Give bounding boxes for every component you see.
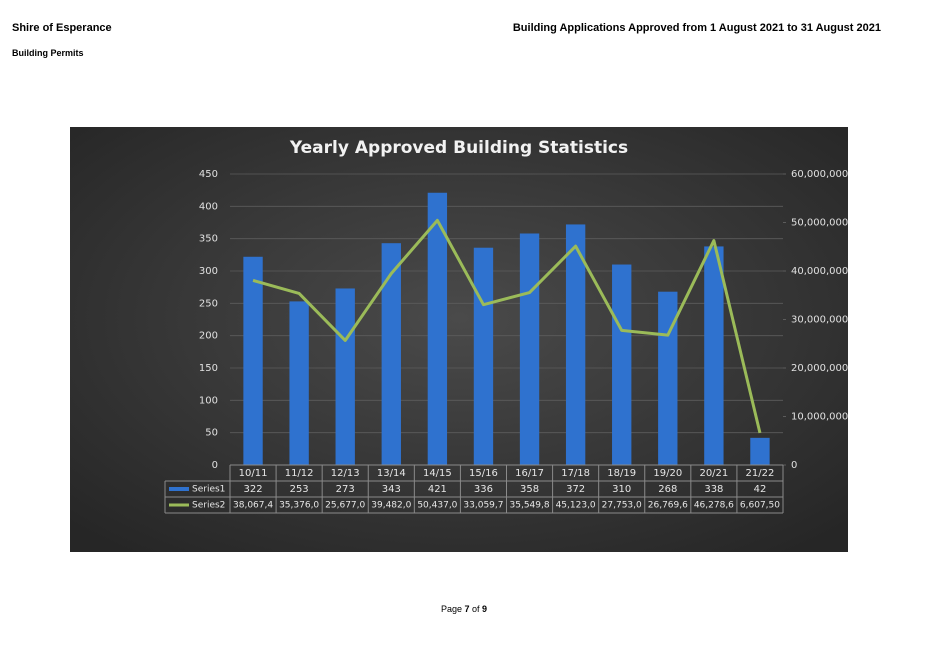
table-value: 27,753,0 bbox=[602, 501, 642, 511]
y2-tick-label: 10,000,000 bbox=[791, 412, 848, 423]
table-value: 42 bbox=[754, 484, 767, 495]
y-tick-label: 300 bbox=[199, 266, 218, 277]
table-value: 46,278,6 bbox=[694, 501, 734, 511]
table-value: 358 bbox=[520, 484, 539, 495]
table-value: 322 bbox=[243, 484, 262, 495]
table-value: 343 bbox=[382, 484, 401, 495]
x-tick-label: 15/16 bbox=[469, 468, 498, 479]
section-title: Building Permits bbox=[12, 48, 84, 58]
y-tick-label: 250 bbox=[199, 298, 218, 309]
x-tick-label: 10/11 bbox=[239, 468, 268, 479]
x-tick-label: 14/15 bbox=[423, 468, 452, 479]
bar bbox=[704, 246, 724, 465]
y2-tick-label: 40,000,000 bbox=[791, 266, 848, 277]
table-value: 372 bbox=[566, 484, 585, 495]
x-tick-label: 13/14 bbox=[377, 468, 406, 479]
y-tick-label: 450 bbox=[199, 169, 218, 180]
y-tick-label: 100 bbox=[199, 395, 218, 406]
bar bbox=[289, 301, 309, 465]
legend-symbol bbox=[169, 487, 189, 491]
chart-title: Yearly Approved Building Statistics bbox=[289, 138, 628, 158]
bar bbox=[565, 224, 586, 465]
y2-tick-label: 50,000,000 bbox=[791, 218, 848, 229]
bar bbox=[612, 264, 632, 465]
table-value: 26,769,6 bbox=[648, 501, 688, 511]
table-value: 6,607,50 bbox=[740, 501, 780, 511]
table-value: 45,123,0 bbox=[556, 501, 596, 511]
table-value: 33,059,7 bbox=[463, 501, 503, 511]
x-tick-label: 20/21 bbox=[699, 468, 728, 479]
table-value: 35,549,8 bbox=[510, 501, 550, 511]
footer-current: 7 bbox=[464, 604, 470, 614]
footer-word: Page bbox=[440, 604, 462, 614]
table-value: 50,437,0 bbox=[417, 501, 457, 511]
x-tick-label: 18/19 bbox=[607, 468, 636, 479]
y-tick-label: 150 bbox=[199, 363, 218, 374]
bar bbox=[519, 233, 540, 465]
organisation: Shire of Esperance bbox=[12, 22, 112, 34]
line-series bbox=[252, 218, 762, 434]
x-tick-label: 12/13 bbox=[331, 468, 360, 479]
table-value: 338 bbox=[704, 484, 723, 495]
table-value: 38,067,4 bbox=[233, 501, 273, 511]
x-tick-label: 11/12 bbox=[285, 468, 314, 479]
y-tick-label: 350 bbox=[199, 234, 218, 245]
x-tick-label: 17/18 bbox=[561, 468, 590, 479]
y-tick-label: 200 bbox=[199, 331, 218, 342]
footer-total: 9 bbox=[482, 604, 488, 614]
y2-tick-label: 20,000,000 bbox=[791, 363, 848, 374]
x-tick-label: 19/20 bbox=[653, 468, 682, 479]
x-tick-label: 21/22 bbox=[746, 468, 775, 479]
table-value: 273 bbox=[336, 484, 355, 495]
footer-of: of bbox=[472, 604, 480, 614]
y2-tick-label: 30,000,000 bbox=[791, 315, 848, 326]
legend-label: Series1 bbox=[192, 485, 225, 495]
table-value: 253 bbox=[290, 484, 309, 495]
legend-label: Series2 bbox=[192, 501, 225, 511]
report-title: Building Applications Approved from 1 Au… bbox=[512, 22, 881, 34]
table-value: 310 bbox=[612, 484, 631, 495]
bar bbox=[427, 192, 448, 465]
page-footer: Page 7 of 9 bbox=[0, 604, 928, 614]
bar bbox=[658, 291, 678, 465]
y-tick-label: 400 bbox=[199, 201, 218, 212]
table-value: 35,376,0 bbox=[279, 501, 319, 511]
bar bbox=[381, 243, 401, 465]
bar bbox=[335, 288, 355, 465]
table-value: 25,677,0 bbox=[325, 501, 365, 511]
table-value: 268 bbox=[658, 484, 677, 495]
table-value: 336 bbox=[474, 484, 493, 495]
table-value: 39,482,0 bbox=[371, 501, 411, 511]
y2-tick-label: 60,000,000 bbox=[791, 169, 848, 180]
bar bbox=[750, 437, 770, 465]
table-value: 421 bbox=[428, 484, 447, 495]
y2-tick-label: 0 bbox=[791, 460, 797, 471]
x-tick-label: 16/17 bbox=[515, 468, 544, 479]
y-tick-label: 0 bbox=[212, 460, 218, 471]
y-tick-label: 50 bbox=[205, 428, 218, 439]
bar bbox=[243, 256, 263, 465]
bar bbox=[473, 247, 494, 465]
